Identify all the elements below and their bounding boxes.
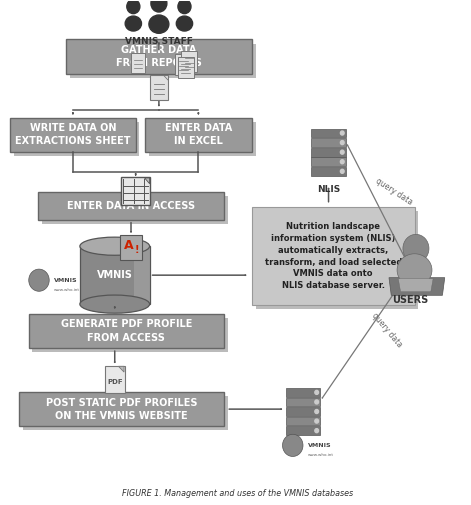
FancyBboxPatch shape	[149, 122, 256, 156]
Ellipse shape	[176, 16, 193, 31]
Polygon shape	[398, 279, 433, 292]
Text: VMNIS: VMNIS	[54, 278, 78, 283]
Circle shape	[178, 0, 191, 14]
Text: ENTER DATA IN ACCESS: ENTER DATA IN ACCESS	[67, 201, 195, 211]
FancyBboxPatch shape	[121, 177, 150, 205]
Text: A: A	[124, 239, 134, 252]
FancyBboxPatch shape	[23, 396, 227, 430]
Text: FIGURE 1. Management and uses of the VMNIS databases: FIGURE 1. Management and uses of the VMN…	[122, 489, 353, 498]
FancyBboxPatch shape	[178, 57, 194, 78]
Text: USERS: USERS	[392, 295, 428, 306]
FancyBboxPatch shape	[38, 192, 224, 220]
FancyBboxPatch shape	[311, 167, 346, 176]
FancyBboxPatch shape	[311, 138, 346, 147]
Text: ENTER DATA
IN EXCEL: ENTER DATA IN EXCEL	[165, 123, 232, 146]
Text: PDF: PDF	[107, 379, 122, 385]
FancyBboxPatch shape	[42, 196, 227, 224]
Polygon shape	[119, 366, 124, 372]
Circle shape	[315, 419, 318, 423]
Polygon shape	[80, 246, 150, 304]
Circle shape	[315, 429, 318, 433]
FancyBboxPatch shape	[311, 129, 346, 137]
Circle shape	[127, 0, 140, 14]
Text: !: !	[135, 245, 139, 255]
Text: VMNIS STAFF: VMNIS STAFF	[125, 37, 193, 46]
FancyBboxPatch shape	[145, 118, 252, 152]
Text: Nutrition landscape
information system (NLIS)
automatically extracts,
transform,: Nutrition landscape information system (…	[265, 222, 402, 290]
FancyBboxPatch shape	[32, 318, 227, 352]
Text: GATHER DATA
FROM REPORTS: GATHER DATA FROM REPORTS	[116, 45, 202, 68]
Text: NLIS: NLIS	[317, 184, 340, 193]
Ellipse shape	[80, 237, 150, 255]
Text: WRITE DATA ON
EXTRACTIONS SHEET: WRITE DATA ON EXTRACTIONS SHEET	[15, 123, 130, 146]
Circle shape	[315, 410, 318, 414]
FancyBboxPatch shape	[285, 397, 320, 407]
Circle shape	[341, 131, 344, 135]
Circle shape	[283, 434, 303, 457]
FancyBboxPatch shape	[285, 417, 320, 426]
Ellipse shape	[80, 295, 150, 313]
Polygon shape	[389, 278, 445, 295]
FancyBboxPatch shape	[285, 426, 320, 435]
Ellipse shape	[149, 15, 169, 33]
FancyBboxPatch shape	[19, 392, 224, 426]
FancyBboxPatch shape	[29, 314, 224, 348]
FancyBboxPatch shape	[181, 50, 197, 72]
FancyBboxPatch shape	[150, 75, 168, 100]
Circle shape	[151, 0, 167, 12]
FancyBboxPatch shape	[175, 54, 191, 75]
Text: query data: query data	[374, 177, 414, 207]
FancyBboxPatch shape	[285, 407, 320, 416]
Circle shape	[315, 400, 318, 404]
FancyBboxPatch shape	[256, 211, 418, 310]
FancyBboxPatch shape	[120, 235, 142, 260]
Text: www.who.int: www.who.int	[54, 288, 81, 292]
FancyBboxPatch shape	[252, 207, 414, 306]
Circle shape	[341, 150, 344, 154]
FancyBboxPatch shape	[311, 158, 346, 166]
FancyBboxPatch shape	[285, 388, 320, 397]
Text: www.who.int: www.who.int	[308, 453, 334, 458]
FancyBboxPatch shape	[105, 366, 124, 393]
Text: VMNIS: VMNIS	[308, 443, 332, 448]
Text: VMNIS: VMNIS	[97, 270, 133, 280]
Circle shape	[29, 269, 49, 291]
Circle shape	[341, 160, 344, 164]
Text: query data: query data	[370, 312, 404, 349]
Ellipse shape	[125, 16, 141, 31]
Text: POST STATIC PDF PROFILES
ON THE VMNIS WEBSITE: POST STATIC PDF PROFILES ON THE VMNIS WE…	[46, 397, 197, 421]
Circle shape	[315, 390, 318, 394]
FancyBboxPatch shape	[10, 118, 136, 152]
Ellipse shape	[397, 254, 432, 286]
Circle shape	[341, 169, 344, 173]
Text: GENERATE PDF PROFILE
FROM ACCESS: GENERATE PDF PROFILE FROM ACCESS	[61, 320, 192, 343]
FancyBboxPatch shape	[311, 148, 346, 157]
FancyBboxPatch shape	[66, 39, 252, 74]
Circle shape	[403, 234, 429, 263]
FancyBboxPatch shape	[14, 122, 139, 156]
Circle shape	[341, 140, 344, 144]
Polygon shape	[134, 246, 150, 304]
Polygon shape	[145, 178, 150, 184]
FancyBboxPatch shape	[130, 53, 146, 73]
FancyBboxPatch shape	[70, 43, 256, 78]
